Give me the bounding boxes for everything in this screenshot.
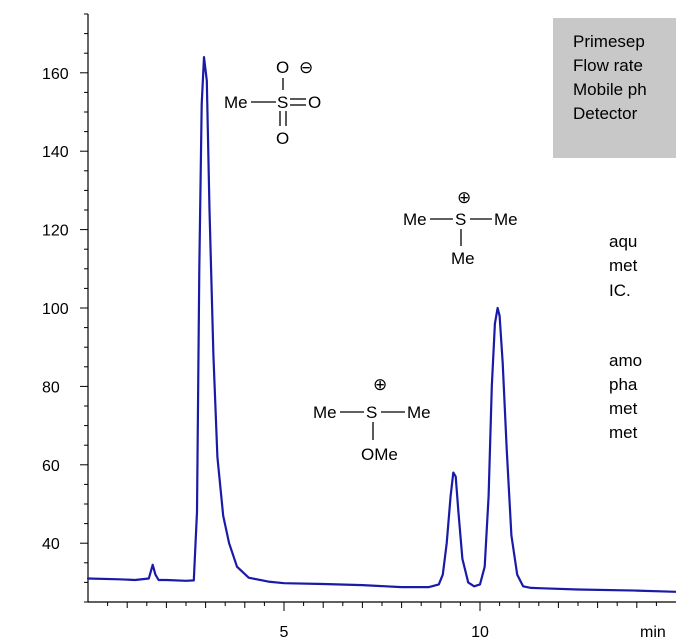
x-ticks (107, 602, 657, 611)
y-tick-label: 100 (42, 301, 69, 318)
structure-trimethylsulfonium: ⊕ Me S Me Me (403, 188, 518, 268)
y-tick-label: 80 (42, 379, 60, 396)
info-flow-rate: Flow rate (573, 56, 643, 75)
mesylate-me: Me (224, 93, 248, 112)
description-line: met (609, 399, 638, 418)
y-tick-label: 160 (42, 66, 69, 83)
mesylate-right-o: O (308, 93, 321, 112)
x-unit-label: min (640, 624, 666, 639)
tmso-s: S (366, 403, 377, 422)
mesylate-bottom-o: O (276, 129, 289, 148)
y-tick-labels: 40 60 80 100 120 140 160 (42, 66, 69, 553)
y-ticks (80, 13, 88, 603)
y-tick-label: 40 (42, 536, 60, 553)
info-mobile-phase: Mobile ph (573, 80, 647, 99)
tms-s: S (455, 210, 466, 229)
structure-mesylate: O ⊖ Me S O O (224, 58, 321, 148)
y-tick-label: 120 (42, 223, 69, 240)
tmso-me-right: Me (407, 403, 431, 422)
x-tick-label: 5 (280, 624, 289, 639)
x-tick-labels: 5 10 (280, 624, 489, 639)
info-detector: Detector (573, 104, 638, 123)
description-line: aqu (609, 232, 638, 251)
tmso-ome-bottom: OMe (361, 445, 398, 464)
description-line: IC. (609, 281, 631, 300)
mesylate-minus-charge: ⊖ (299, 58, 313, 77)
mesylate-s: S (277, 93, 288, 112)
tms-me-left: Me (403, 210, 427, 229)
description-line: pha (609, 375, 638, 394)
x-tick-label: 10 (471, 624, 489, 639)
x-axis: 5 10 min (88, 601, 676, 639)
tms-me-bottom: Me (451, 249, 475, 268)
y-tick-label: 60 (42, 458, 60, 475)
tmso-plus-charge: ⊕ (373, 375, 387, 394)
tms-plus-charge: ⊕ (457, 188, 471, 207)
mesylate-top-o: O (276, 58, 289, 77)
tms-me-right: Me (494, 210, 518, 229)
chromatogram-trace (86, 56, 676, 593)
description-line: met (609, 423, 638, 442)
tmso-me-left: Me (313, 403, 337, 422)
description-line: met (609, 256, 638, 275)
description-line: amo (609, 351, 643, 370)
info-column: Primesep (573, 32, 645, 51)
structure-methoxy-dimethylsulfonium: ⊕ Me S Me OMe (313, 375, 431, 464)
y-axis: 40 60 80 100 120 140 160 (42, 13, 89, 603)
y-tick-label: 140 (42, 144, 69, 161)
method-info-box: Primesep Flow rate Mobile ph Detector (553, 18, 676, 158)
